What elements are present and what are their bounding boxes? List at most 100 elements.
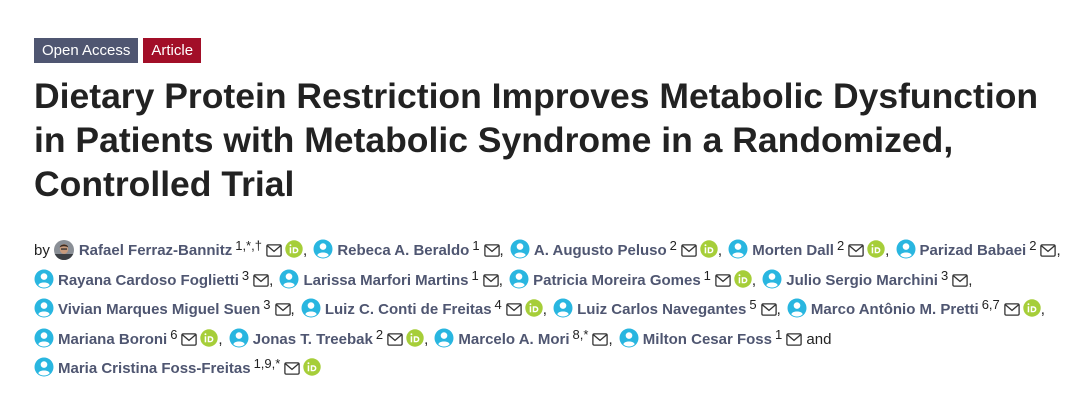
author-name-link[interactable]: Parizad Babaei <box>919 242 1027 259</box>
orcid-icon[interactable] <box>200 328 219 347</box>
email-icon[interactable] <box>266 244 282 257</box>
author-entry: Patricia Moreira Gomes 1 <box>509 268 752 289</box>
author-entry: Parizad Babaei 2 <box>896 238 1057 259</box>
person-icon <box>762 269 782 288</box>
email-icon[interactable] <box>952 273 968 287</box>
author-name-link[interactable]: A. Augusto Peluso <box>533 242 667 259</box>
author-separator: , <box>608 330 617 348</box>
author-name-link[interactable]: Patricia Moreira Gomes <box>533 271 701 289</box>
author-photo-avatar[interactable] <box>53 240 74 260</box>
author-affiliation: 3 <box>263 297 271 312</box>
email-icon[interactable] <box>483 244 500 257</box>
orcid-icon[interactable] <box>303 358 322 376</box>
email-icon[interactable] <box>848 244 864 257</box>
email-icon[interactable] <box>482 273 499 287</box>
person-icon <box>510 239 530 259</box>
author-separator: , <box>717 242 727 259</box>
orcid-icon[interactable] <box>700 240 718 258</box>
article-type-badge: Article <box>143 38 202 63</box>
person-icon <box>509 269 529 288</box>
author-entry: Rayana Cardoso Foglietti 3 <box>34 268 269 289</box>
email-icon[interactable] <box>506 303 522 316</box>
author-list: by Rafael Ferraz-Bannitz 1,*,†, Rebeca A. … <box>34 234 1064 382</box>
person-icon <box>34 269 54 288</box>
author-name-link[interactable]: Milton Cesar Foss <box>642 330 772 348</box>
article-title: Dietary Protein Restriction Improves Met… <box>34 76 1039 204</box>
person-icon <box>34 328 54 347</box>
author-name-link[interactable]: Luiz C. Conti de Freitas <box>324 301 492 318</box>
author-affiliation: 1,*,† <box>235 238 262 253</box>
email-icon[interactable] <box>274 303 291 316</box>
author-name-link[interactable]: Rayana Cardoso Foglietti <box>58 271 239 289</box>
author-affiliation: 1 <box>703 267 711 283</box>
orcid-icon[interactable] <box>285 240 303 258</box>
author-separator: , <box>542 301 552 318</box>
author-name-link[interactable]: Larissa Marfori Martins <box>303 271 469 289</box>
author-separator: , <box>751 271 761 289</box>
author-entry: Marco Antônio M. Pretti 6,7 <box>787 297 1041 318</box>
author-affiliation: 5 <box>749 297 757 312</box>
author-name-link[interactable]: Julio Sergio Marchini <box>786 271 938 289</box>
author-name-link[interactable]: Rafael Ferraz-Bannitz <box>78 242 233 259</box>
author-entry: Morten Dall 2 <box>728 238 885 259</box>
author-name-link[interactable]: Jonas T. Treebak <box>252 330 373 348</box>
author-affiliation: 2 <box>836 238 845 253</box>
author-entry: Marcelo A. Mori 8,* <box>434 327 609 348</box>
email-icon[interactable] <box>181 332 198 346</box>
open-access-badge[interactable]: Open Access <box>34 38 139 63</box>
author-entry: A. Augusto Peluso 2 <box>510 238 718 259</box>
person-icon <box>553 298 573 318</box>
person-icon <box>313 239 333 259</box>
orcid-icon[interactable] <box>867 240 885 258</box>
email-icon[interactable] <box>1040 244 1057 257</box>
person-icon <box>229 328 249 347</box>
email-icon[interactable] <box>760 303 777 316</box>
author-affiliation: 1 <box>775 326 783 342</box>
author-entry: Maria Cristina Foss-Freitas 1,9,* <box>34 356 322 377</box>
author-name-link[interactable]: Luiz Carlos Navegantes <box>577 301 747 318</box>
author-affiliation: 4 <box>494 297 502 312</box>
person-icon <box>619 328 639 347</box>
author-separator: , <box>218 330 227 348</box>
author-entry: Luiz Carlos Navegantes 5 <box>553 297 777 318</box>
author-separator: , <box>885 242 894 259</box>
author-separator: , <box>424 330 433 348</box>
author-separator: , <box>498 271 508 289</box>
author-name-link[interactable]: Vivian Marques Miguel Suen <box>58 301 261 318</box>
orcid-icon[interactable] <box>734 269 752 288</box>
person-icon <box>728 239 748 259</box>
email-icon[interactable] <box>592 332 609 346</box>
orcid-icon[interactable] <box>525 299 543 317</box>
author-entry: Rebeca A. Beraldo 1 <box>313 238 500 259</box>
author-entry: Julio Sergio Marchini 3 <box>762 268 968 289</box>
author-name-link[interactable]: Marcelo A. Mori <box>458 330 570 348</box>
author-name-link[interactable]: Maria Cristina Foss-Freitas <box>58 360 251 377</box>
email-icon[interactable] <box>715 273 731 287</box>
person-icon <box>787 298 807 318</box>
author-separator: , <box>302 242 312 259</box>
email-icon[interactable] <box>1004 303 1020 316</box>
author-separator: , <box>776 301 785 318</box>
author-name-link[interactable]: Mariana Boroni <box>58 330 168 348</box>
person-icon <box>301 298 321 318</box>
author-entry: Jonas T. Treebak 2 <box>229 327 424 348</box>
author-separator: , <box>1040 301 1045 318</box>
email-icon[interactable] <box>786 332 802 346</box>
author-affiliation: 8,* <box>572 326 589 342</box>
orcid-icon[interactable] <box>406 328 424 347</box>
email-icon[interactable] <box>387 332 403 346</box>
author-separator: , <box>269 271 278 289</box>
orcid-icon[interactable] <box>1023 299 1041 317</box>
author-affiliation: 3 <box>940 267 949 283</box>
person-icon <box>34 357 54 377</box>
author-affiliation: 6 <box>170 326 178 342</box>
author-name-link[interactable]: Morten Dall <box>752 242 834 259</box>
email-icon[interactable] <box>681 244 697 257</box>
author-name-link[interactable]: Rebeca A. Beraldo <box>337 242 470 259</box>
author-affiliation: 1 <box>472 238 480 253</box>
email-icon[interactable] <box>253 273 269 287</box>
author-name-link[interactable]: Marco Antônio M. Pretti <box>810 301 979 318</box>
email-icon[interactable] <box>284 362 301 375</box>
authors-prefix: by <box>34 242 50 259</box>
article-badges: Open Access Article <box>34 38 202 63</box>
